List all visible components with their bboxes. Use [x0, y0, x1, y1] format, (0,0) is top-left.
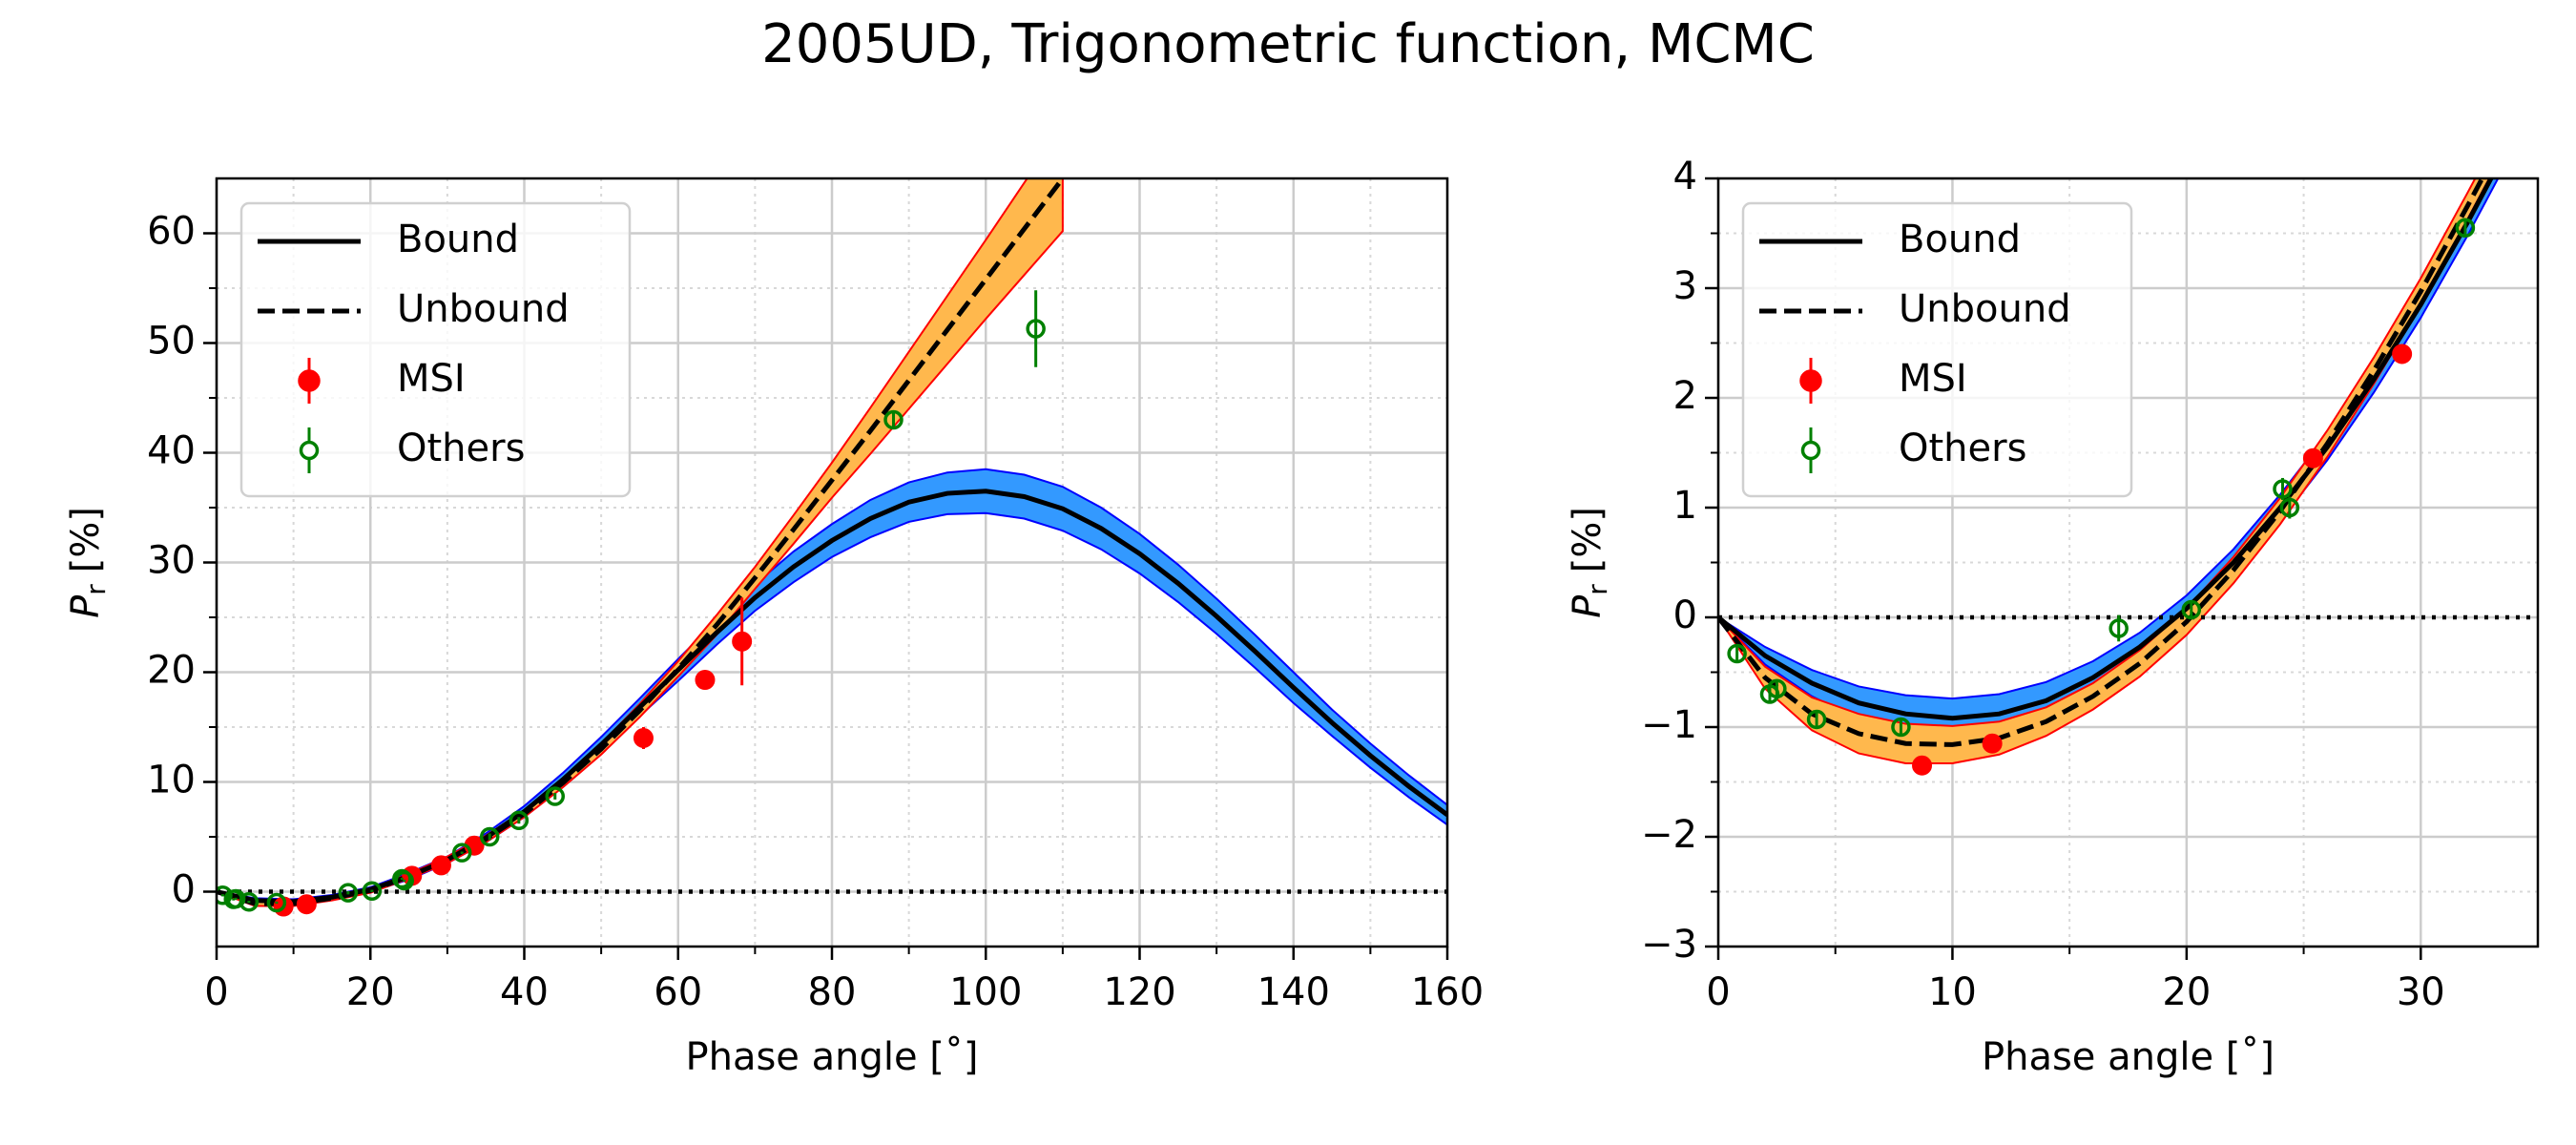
- figure-title: 2005UD, Trigonometric function, MCMC: [761, 13, 1815, 75]
- legend-label: MSI: [1899, 357, 1967, 401]
- data-point: [2181, 599, 2202, 620]
- legend-swatch: [1799, 369, 1822, 392]
- x-tick-label: 120: [1103, 970, 1175, 1014]
- legend-label: Others: [1899, 427, 2026, 470]
- data-point: [2392, 344, 2413, 364]
- x-tick-label: 30: [2397, 970, 2445, 1014]
- data-point: [2273, 479, 2293, 499]
- data-point: [732, 631, 753, 652]
- x-tick-label: 0: [204, 970, 228, 1014]
- plot-area: [217, 178, 1447, 917]
- x-tick-label: 160: [1411, 970, 1484, 1014]
- data-point: [1891, 717, 1911, 738]
- data-point: [883, 409, 904, 430]
- y-label-unit: [%]: [1566, 507, 1610, 572]
- legend-swatch: [299, 440, 320, 461]
- data-point: [2302, 448, 2323, 468]
- y-tick-label: 20: [147, 649, 196, 693]
- legend-label: Unbound: [397, 287, 570, 331]
- y-tick-label: 2: [1673, 374, 1697, 418]
- y-tick-label: 1: [1673, 484, 1697, 528]
- y-tick-label: 3: [1673, 264, 1697, 308]
- x-tick-label: 0: [1706, 970, 1730, 1014]
- data-point: [1767, 678, 1787, 698]
- legend-label: Others: [397, 427, 525, 470]
- y-tick-label: 10: [147, 759, 196, 802]
- axes-frame: [215, 177, 1449, 948]
- y-tick-label: −3: [1641, 923, 1697, 967]
- y-axis-label: Pr [%]: [64, 507, 112, 618]
- y-tick-label: 60: [147, 210, 196, 254]
- data-point: [362, 881, 383, 901]
- y-tick-label: 0: [172, 868, 196, 912]
- data-point: [1912, 755, 1933, 776]
- y-tick-label: 50: [147, 320, 196, 364]
- legend-label: Bound: [1899, 218, 2021, 261]
- x-tick-label: 100: [949, 970, 1022, 1014]
- legend-label: MSI: [397, 357, 466, 401]
- y-axis-label: Pr [%]: [1566, 507, 1613, 618]
- data-point: [1727, 643, 1747, 664]
- x-axis-label: Phase angle [˚]: [1982, 1035, 2275, 1079]
- data-point: [296, 894, 317, 915]
- legend-swatch: [1800, 440, 1821, 461]
- legend-swatch: [298, 369, 321, 392]
- x-tick-label: 40: [500, 970, 549, 1014]
- data-point: [695, 670, 716, 691]
- legend-label: Unbound: [1899, 287, 2071, 331]
- data-point: [394, 870, 414, 891]
- data-point: [509, 810, 530, 830]
- plot-area: [1718, 178, 2538, 776]
- data-point: [451, 843, 472, 863]
- data-point: [266, 892, 287, 913]
- data-point: [1982, 733, 2003, 754]
- curve: [217, 178, 1065, 906]
- y-label-subscript: r: [1582, 584, 1613, 595]
- x-tick-label: 10: [1928, 970, 1977, 1014]
- x-axis-label: Phase angle [˚]: [685, 1035, 978, 1079]
- data-point: [1026, 319, 1046, 339]
- y-tick-label: −1: [1641, 703, 1697, 747]
- y-tick-label: 0: [1673, 593, 1697, 637]
- data-point: [1806, 709, 1827, 730]
- data-point: [338, 883, 359, 903]
- legend-box: [239, 201, 632, 498]
- axes-frame: [1716, 177, 2540, 948]
- y-label-symbol: P: [64, 594, 108, 618]
- y-tick-label: 4: [1673, 155, 1697, 198]
- legend-label: Bound: [397, 218, 519, 261]
- data-point: [633, 728, 654, 748]
- y-tick-label: 30: [147, 539, 196, 583]
- y-label-symbol: P: [1566, 594, 1610, 618]
- band: [1718, 178, 2491, 764]
- x-tick-label: 80: [808, 970, 857, 1014]
- y-tick-label: 40: [147, 429, 196, 473]
- y-label-unit: [%]: [64, 507, 108, 572]
- x-tick-label: 60: [654, 970, 702, 1014]
- data-point: [479, 826, 500, 847]
- x-tick-label: 140: [1257, 970, 1330, 1014]
- x-tick-label: 20: [346, 970, 395, 1014]
- curve: [1718, 178, 2485, 747]
- y-label-subscript: r: [80, 584, 112, 595]
- data-point: [2455, 218, 2476, 238]
- curve: [1718, 178, 2494, 721]
- data-point: [217, 885, 233, 906]
- x-tick-label: 20: [2162, 970, 2211, 1014]
- data-point: [430, 855, 451, 876]
- legend-box: [1741, 201, 2133, 498]
- data-point: [225, 888, 246, 909]
- data-point: [545, 786, 565, 806]
- data-point: [2279, 497, 2300, 518]
- data-point: [2109, 618, 2129, 638]
- y-tick-label: −2: [1641, 813, 1697, 857]
- data-point: [239, 891, 260, 912]
